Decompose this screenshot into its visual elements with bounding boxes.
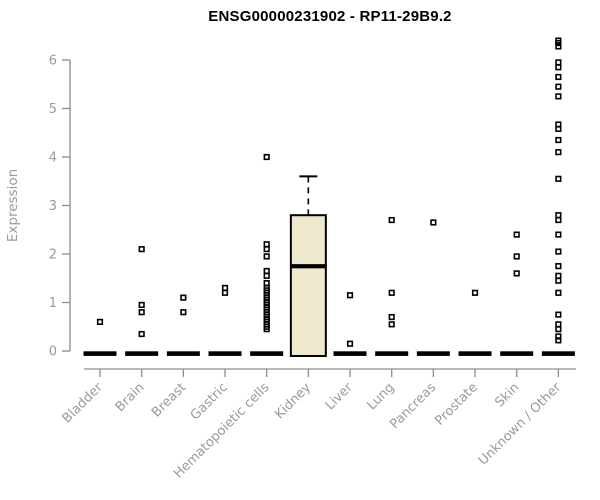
data-point [263, 153, 270, 161]
zero-expression-bar [416, 351, 450, 356]
zero-expression-bar [83, 351, 117, 356]
y-tick-label: 4 [49, 151, 57, 166]
data-point [388, 216, 395, 224]
box [289, 214, 327, 357]
data-point [555, 59, 562, 66]
data-point [388, 313, 395, 321]
data-point [555, 125, 562, 132]
x-tick-label: Lung [364, 380, 397, 413]
y-tick-label: 1 [49, 296, 57, 311]
zero-expression-bar [208, 351, 242, 356]
data-point [555, 326, 562, 333]
data-point [138, 330, 145, 338]
x-tick-label: Bladder [60, 380, 107, 427]
x-tick-label: Skin [492, 380, 522, 410]
data-point [471, 289, 479, 296]
zero-expression-bar [458, 351, 492, 356]
zero-expression-bar [166, 351, 200, 356]
y-tick-label: 2 [49, 248, 57, 263]
data-point [555, 277, 562, 284]
y-tick-label: 6 [49, 54, 57, 69]
y-tick-label: 3 [49, 199, 57, 214]
data-point [138, 301, 145, 309]
data-point [263, 326, 270, 333]
data-point [263, 253, 270, 260]
zero-expression-bar [375, 351, 409, 356]
data-point [555, 289, 562, 296]
data-point [180, 294, 187, 301]
data-point [555, 93, 562, 100]
data-point [513, 231, 520, 238]
data-point [346, 292, 354, 299]
data-point [555, 136, 562, 144]
data-point [346, 340, 354, 347]
data-point [555, 149, 562, 156]
y-tick-label: 5 [49, 102, 57, 117]
data-point [555, 43, 562, 50]
data-point [555, 337, 562, 344]
data-point [138, 309, 145, 316]
data-point [180, 309, 187, 316]
data-point [96, 318, 104, 326]
data-point [513, 270, 520, 277]
zero-expression-bar [125, 351, 159, 356]
data-point [555, 216, 562, 224]
data-point [555, 39, 562, 47]
x-tick-label: Kidney [272, 380, 314, 422]
data-point [555, 272, 562, 279]
data-point [555, 212, 562, 219]
median-line [290, 264, 326, 269]
data-point [555, 321, 562, 328]
data-point [555, 175, 562, 182]
data-point [555, 231, 562, 238]
y-tick-label: 0 [49, 345, 57, 360]
x-tick-label: Pancreas [387, 380, 439, 432]
data-point [263, 279, 270, 287]
data-point [263, 272, 270, 279]
data-point [555, 73, 562, 81]
chart-title: ENSG00000231902 - RP11-29B9.2 [208, 8, 452, 25]
x-tick-label: Brain [113, 380, 148, 415]
data-point [221, 289, 229, 296]
y-axis-title: Expression [5, 169, 21, 242]
x-tick-label: Prostate [432, 380, 480, 428]
data-point [388, 321, 395, 328]
data-point [513, 253, 520, 260]
data-point [263, 241, 270, 248]
data-point [221, 284, 229, 292]
zero-expression-bar [541, 351, 575, 356]
data-point [263, 267, 270, 275]
x-tick-label: Liver [323, 380, 357, 414]
data-point [430, 219, 437, 226]
data-point [555, 83, 562, 90]
zero-expression-bar [500, 351, 534, 356]
data-point [138, 246, 145, 253]
data-point [555, 248, 562, 255]
zero-expression-bar [250, 351, 284, 356]
data-point [555, 64, 562, 71]
data-point [263, 246, 270, 253]
data-point [555, 311, 562, 318]
data-point [555, 263, 562, 270]
data-point [388, 289, 395, 296]
zero-expression-bar [333, 351, 367, 356]
x-tick-label: Breast [149, 380, 189, 420]
